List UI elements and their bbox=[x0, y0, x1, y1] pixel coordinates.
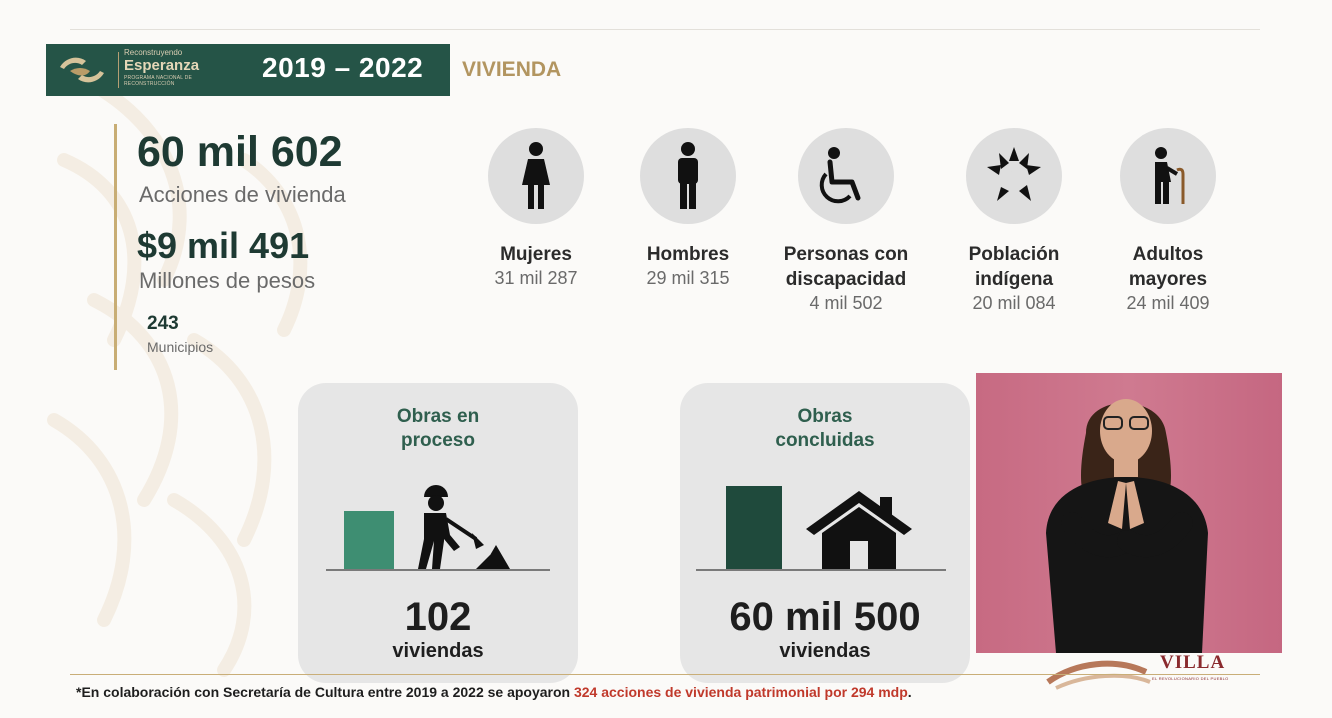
card-works-in-progress: Obras en proceso 102 viviendas bbox=[298, 383, 578, 683]
logo-divider bbox=[118, 52, 119, 88]
card-unit: viviendas bbox=[392, 640, 484, 662]
demographic-value: 4 mil 502 bbox=[809, 293, 883, 313]
footer-divider bbox=[70, 674, 1260, 675]
footnote: *En colaboración con Secretaría de Cultu… bbox=[76, 684, 912, 700]
demographic-circle bbox=[798, 128, 894, 224]
demographic-name-line1: Población bbox=[968, 244, 1060, 265]
progress-bar bbox=[344, 511, 394, 569]
actions-value: 60 mil 602 bbox=[137, 128, 343, 176]
demographic-name-line2: discapacidad bbox=[785, 269, 907, 290]
elderly-person-icon bbox=[1155, 147, 1185, 204]
baseline bbox=[326, 569, 550, 571]
top-divider bbox=[70, 29, 1260, 30]
demographic-value: 24 mil 409 bbox=[1126, 293, 1210, 313]
logo-small-text: Reconstruyendo bbox=[124, 48, 183, 57]
background-ornament bbox=[47, 73, 308, 677]
demographic-circle bbox=[640, 128, 736, 224]
demographic-name: Hombres bbox=[646, 244, 730, 265]
municipalities-label: Municipios bbox=[147, 339, 214, 355]
sign-language-interpreter bbox=[1046, 399, 1208, 653]
construction-worker-icon bbox=[418, 485, 510, 569]
header-years: 2019 – 2022 bbox=[262, 52, 424, 83]
card-title-line2: concluidas bbox=[775, 430, 875, 451]
demographic-value: 29 mil 315 bbox=[646, 268, 730, 288]
demographic-circle bbox=[1120, 128, 1216, 224]
card-value: 60 mil 500 bbox=[729, 595, 921, 639]
footnote-suffix: . bbox=[907, 684, 912, 700]
demographic-name-line1: Personas con bbox=[783, 244, 909, 265]
footnote-prefix: *En colaboración con Secretaría de Cultu… bbox=[76, 684, 574, 700]
card-title-line1: Obras bbox=[797, 406, 853, 427]
wheelchair-icon bbox=[819, 147, 861, 204]
villa-logo-subtitle: EL REVOLUCIONARIO DEL PUEBLO bbox=[1152, 676, 1229, 681]
amount-label: Millones de pesos bbox=[139, 268, 316, 293]
woman-icon bbox=[522, 142, 550, 209]
villa-logo-icon bbox=[1046, 660, 1151, 690]
reconstruction-hands-icon bbox=[60, 57, 104, 83]
demographic-value: 31 mil 287 bbox=[494, 268, 578, 288]
demographic-value: 20 mil 084 bbox=[972, 293, 1056, 313]
sign-language-video bbox=[976, 373, 1282, 653]
demographic-women: Mujeres 31 mil 287 bbox=[456, 128, 616, 290]
man-icon bbox=[678, 142, 698, 209]
demographic-name-line1: Adultos bbox=[1132, 244, 1204, 265]
logo-title: Esperanza bbox=[124, 57, 200, 74]
card-title-line1: Obras en bbox=[396, 406, 480, 427]
demographic-name-line2: mayores bbox=[1128, 269, 1208, 290]
demographic-name: Mujeres bbox=[500, 244, 572, 265]
demographic-name: Adultos mayores bbox=[1088, 242, 1248, 292]
demographic-name: Personas con discapacidad bbox=[766, 242, 926, 292]
demographic-indigenous: Población indígena 20 mil 084 bbox=[934, 128, 1094, 315]
stats-accent-bar bbox=[114, 124, 117, 370]
card-value: 102 bbox=[404, 595, 472, 639]
footnote-highlight: 324 acciones de vivienda patrimonial por… bbox=[573, 684, 908, 700]
header-topic: VIVIENDA bbox=[462, 58, 562, 81]
card-title-line2: proceso bbox=[401, 430, 475, 451]
demographic-name: Población indígena bbox=[934, 242, 1094, 292]
demographic-elderly: Adultos mayores 24 mil 409 bbox=[1088, 128, 1248, 315]
demographic-circle bbox=[966, 128, 1062, 224]
actions-label: Acciones de vivienda bbox=[139, 182, 346, 207]
demographic-name-line2: indígena bbox=[974, 269, 1054, 290]
card-unit: viviendas bbox=[779, 640, 871, 662]
baseline bbox=[696, 569, 946, 571]
card-title: Obras en proceso bbox=[298, 405, 578, 453]
card-title: Obras concluidas bbox=[680, 405, 970, 453]
demographic-men: Hombres 29 mil 315 bbox=[608, 128, 768, 290]
card-works-completed: Obras concluidas 60 mil 500 viviendas bbox=[680, 383, 970, 683]
demographic-circle bbox=[488, 128, 584, 224]
hands-circle-icon bbox=[987, 147, 1041, 201]
amount-value: $9 mil 491 bbox=[137, 225, 310, 266]
completed-bar bbox=[726, 486, 782, 569]
house-icon bbox=[806, 491, 912, 569]
villa-logo-text: VILLA bbox=[1160, 652, 1226, 673]
demographic-disability: Personas con discapacidad 4 mil 502 bbox=[766, 128, 926, 315]
header-band: Reconstruyendo Esperanza PROGRAMA NACION… bbox=[46, 44, 450, 96]
municipalities-value: 243 bbox=[147, 313, 179, 334]
logo-subtitle: PROGRAMA NACIONAL DE RECONSTRUCCIÓN bbox=[124, 75, 192, 87]
